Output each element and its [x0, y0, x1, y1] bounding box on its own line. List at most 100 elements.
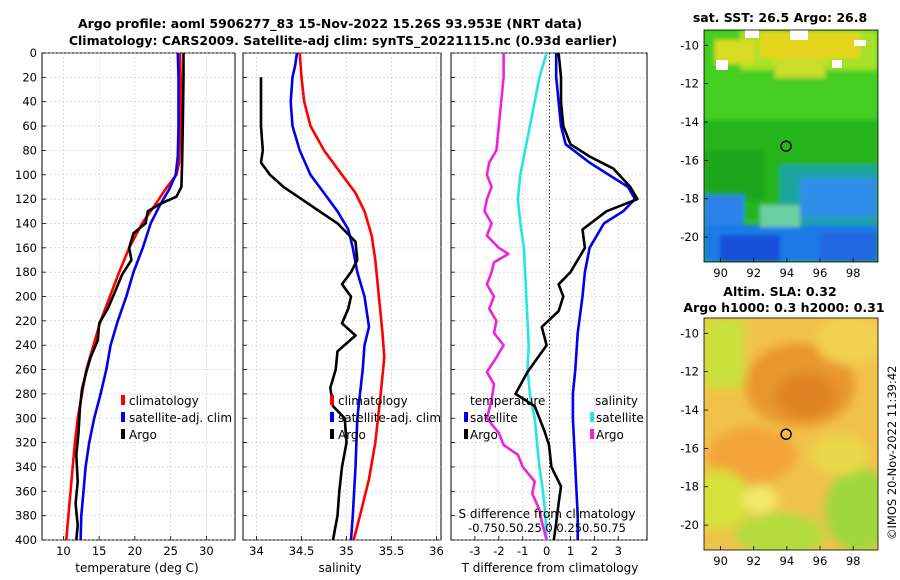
x-tick-label: 0: [543, 544, 550, 558]
x-tick-label: 35.5: [379, 544, 405, 558]
series-climatology: [298, 52, 386, 541]
lon-tick-label: 90: [713, 554, 728, 568]
s-difference-x-label: S difference from climatology: [459, 507, 636, 521]
x-tick-label: 25: [163, 544, 178, 558]
legend-s-satellite: satellite: [596, 411, 644, 425]
sst-lat-labels: -10 -12 -14 -16 -18 -20: [680, 38, 708, 244]
lon-tick-label: 96: [813, 266, 828, 280]
depth-tick-label: 380: [15, 509, 37, 523]
x-tick-label: -1: [517, 544, 528, 558]
depth-tick-label: 260: [15, 363, 37, 377]
sla-lat-labels: -10 -12 -14 -16 -18 -20: [680, 326, 708, 532]
lat-tick-label: -12: [680, 77, 699, 91]
temperature-x-label: temperature (deg C): [75, 561, 198, 575]
depth-tick-label: 360: [15, 484, 37, 498]
temperature-panel: 0 20 40 60 80 100 120 140 160 180 200 220 240 260 280 3…: [15, 46, 236, 575]
legend-climatology: climatology: [129, 394, 199, 408]
x-tick-label: 34: [249, 544, 264, 558]
series-satellite-adj-clim: [289, 52, 371, 541]
legend-s-argo-swatch: [590, 429, 594, 439]
x-tick-label: 35: [339, 544, 354, 558]
legend-satellite: satellite-adj. clim: [338, 411, 441, 425]
title-line-2: Climatology: CARS2009. Satellite-adj cli…: [69, 33, 617, 49]
sla-map-title-2: Argo h1000: 0.3 h2000: 0.31: [683, 300, 884, 315]
x-tick-label: 1: [567, 544, 574, 558]
depth-tick-label: 240: [15, 338, 37, 352]
depth-tick-label: 0: [30, 46, 37, 60]
lat-tick-label: -12: [680, 365, 699, 379]
salinity-lines: [259, 52, 386, 541]
temperature-grid: [42, 52, 235, 541]
depth-tick-label: 100: [15, 168, 37, 182]
legend-title-temperature: temperature: [470, 394, 545, 408]
legend-s-argo: Argo: [596, 428, 624, 442]
lon-tick-label: 94: [780, 554, 795, 568]
legend-t-argo: Argo: [470, 428, 498, 442]
series-argo: [74, 53, 185, 541]
depth-tick-label: 400: [15, 533, 37, 547]
credit-label: ©IMOS 20-Nov-2022 11:39:42: [885, 366, 899, 540]
lat-tick-label: -10: [680, 326, 699, 340]
legend-title-salinity: salinity: [595, 394, 638, 408]
lon-tick-label: 96: [813, 554, 828, 568]
sst-map-frame: [703, 29, 879, 263]
legend-argo-swatch: [330, 429, 334, 439]
legend-argo-swatch: [121, 429, 125, 439]
salinity-panel: 34 34.5 35 35.5 36 salinity climatology sate…: [242, 52, 444, 575]
lat-tick-label: -14: [680, 403, 699, 417]
difference-lines: [483, 52, 639, 541]
s-difference-tick-labels: -0.750.50.25 0 0.250.50.75: [468, 521, 626, 535]
lon-tick-label: 92: [746, 266, 761, 280]
sla-map-panel: Altim. SLA: 0.32 Argo h1000: 0.3 h2000: …: [680, 284, 884, 568]
depth-tick-label: 160: [15, 241, 37, 255]
depth-tick-label: 300: [15, 411, 37, 425]
depth-tick-label: 340: [15, 460, 37, 474]
depth-tick-label: 140: [15, 216, 37, 230]
sst-lon-labels: 90 92 94 96 98: [713, 258, 860, 280]
depth-tick-label: 80: [22, 143, 37, 157]
lon-tick-label: 98: [846, 554, 861, 568]
lon-tick-label: 90: [713, 266, 728, 280]
t-difference-x-label: T difference from climatology: [461, 561, 639, 575]
depth-tick-label: 60: [22, 119, 37, 133]
series-salinity-argo: [483, 53, 548, 541]
sla-lon-labels: 90 92 94 96 98: [713, 546, 860, 568]
legend-climatology: climatology: [338, 394, 408, 408]
x-tick-label: -2: [493, 544, 504, 558]
salinity-tick-labels: 34 34.5 35 35.5 36: [249, 544, 444, 558]
lon-tick-label: 92: [746, 554, 761, 568]
legend-satellite: satellite-adj. clim: [129, 411, 232, 425]
lat-tick-label: -18: [680, 192, 699, 206]
x-tick-label: 3: [615, 544, 622, 558]
depth-tick-label: 320: [15, 436, 37, 450]
title-line-1: Argo profile: aoml 5906277_83 15-Nov-202…: [78, 16, 582, 32]
lat-tick-label: -10: [680, 38, 699, 52]
legend-t-satellite: satellite: [470, 411, 518, 425]
depth-tick-label: 280: [15, 387, 37, 401]
lat-tick-label: -16: [680, 153, 699, 167]
temperature-tick-labels: 10 15 20 25 30: [56, 544, 214, 558]
sla-field: [704, 318, 878, 550]
legend-s-satellite-swatch: [590, 412, 594, 422]
difference-grid: [451, 52, 647, 541]
lat-tick-label: -16: [680, 441, 699, 455]
lat-tick-label: -20: [680, 518, 699, 532]
depth-tick-label: 220: [15, 314, 37, 328]
depth-tick-label: 40: [22, 95, 37, 109]
legend-argo: Argo: [338, 428, 366, 442]
depth-tick-label: 120: [15, 192, 37, 206]
legend-climatology-swatch: [330, 395, 334, 405]
x-tick-label: 36: [429, 544, 444, 558]
x-tick-label: 30: [199, 544, 214, 558]
legend-t-argo-swatch: [464, 429, 468, 439]
depth-tick-label: 20: [22, 70, 37, 84]
temperature-legend: climatology satellite-adj. clim Argo: [121, 394, 232, 442]
lon-tick-label: 94: [780, 266, 795, 280]
legend-satellite-swatch: [121, 412, 125, 422]
lat-tick-label: -20: [680, 230, 699, 244]
sst-profile-marker: [780, 140, 792, 152]
x-tick-label: 20: [128, 544, 143, 558]
sla-profile-marker: [780, 428, 792, 440]
salinity-grid: [243, 52, 441, 541]
